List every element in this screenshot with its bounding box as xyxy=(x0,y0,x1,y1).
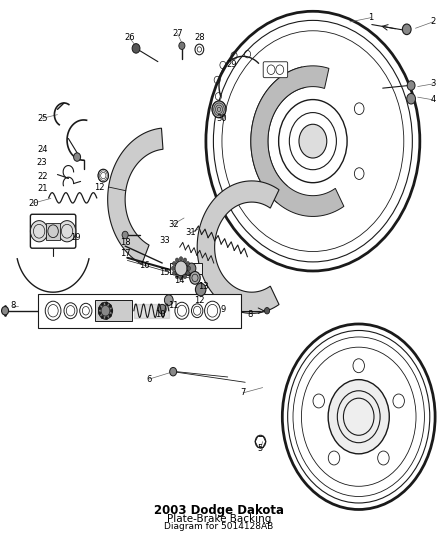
Circle shape xyxy=(403,24,411,35)
Text: 32: 32 xyxy=(168,220,178,229)
Text: 1: 1 xyxy=(368,13,374,22)
Text: 18: 18 xyxy=(120,238,131,247)
Circle shape xyxy=(179,257,183,261)
Text: 7: 7 xyxy=(240,389,246,398)
Circle shape xyxy=(101,303,104,306)
Circle shape xyxy=(175,261,187,276)
Circle shape xyxy=(105,302,108,305)
Circle shape xyxy=(173,271,176,275)
Text: 23: 23 xyxy=(37,158,47,167)
Text: 27: 27 xyxy=(172,29,183,38)
Circle shape xyxy=(74,153,81,161)
FancyBboxPatch shape xyxy=(30,214,76,248)
Text: 24: 24 xyxy=(37,144,47,154)
Text: 10: 10 xyxy=(155,310,165,319)
Circle shape xyxy=(183,274,187,279)
Bar xyxy=(46,223,60,240)
Circle shape xyxy=(407,93,416,104)
Circle shape xyxy=(99,306,101,310)
Circle shape xyxy=(132,44,140,53)
Circle shape xyxy=(212,101,226,118)
Circle shape xyxy=(99,302,113,319)
Text: 21: 21 xyxy=(37,184,47,193)
Circle shape xyxy=(407,80,415,90)
Bar xyxy=(170,263,202,273)
Polygon shape xyxy=(197,181,279,313)
Text: 8: 8 xyxy=(10,302,16,310)
Text: 31: 31 xyxy=(185,228,196,237)
Circle shape xyxy=(265,308,270,314)
Circle shape xyxy=(328,379,389,454)
Circle shape xyxy=(179,276,183,280)
Text: 22: 22 xyxy=(37,172,47,181)
Circle shape xyxy=(195,283,206,296)
Polygon shape xyxy=(251,66,344,216)
Circle shape xyxy=(2,306,9,315)
Text: 6: 6 xyxy=(146,375,152,384)
Circle shape xyxy=(158,304,166,314)
Text: 16: 16 xyxy=(139,261,150,270)
Circle shape xyxy=(164,295,173,305)
Text: 3: 3 xyxy=(430,79,436,88)
Text: 5: 5 xyxy=(258,444,263,453)
Text: 9: 9 xyxy=(221,305,226,313)
Text: 12: 12 xyxy=(94,183,104,192)
Text: 28: 28 xyxy=(194,33,205,42)
Circle shape xyxy=(173,262,176,265)
Bar xyxy=(38,294,241,328)
Circle shape xyxy=(187,266,191,270)
Circle shape xyxy=(179,42,185,50)
Circle shape xyxy=(99,312,101,315)
Text: 25: 25 xyxy=(37,114,47,123)
Polygon shape xyxy=(108,128,163,264)
Polygon shape xyxy=(251,67,305,203)
Text: 2: 2 xyxy=(430,18,435,27)
Text: 26: 26 xyxy=(124,33,135,42)
Circle shape xyxy=(186,262,190,265)
Circle shape xyxy=(171,266,175,270)
Text: 4: 4 xyxy=(430,95,435,104)
Text: Diagram for 5014128AB: Diagram for 5014128AB xyxy=(164,522,274,531)
Circle shape xyxy=(170,367,177,376)
Circle shape xyxy=(187,263,196,273)
Text: 29: 29 xyxy=(227,60,237,69)
Circle shape xyxy=(299,124,327,158)
Text: 15: 15 xyxy=(159,268,170,277)
Circle shape xyxy=(175,274,179,279)
Text: 33: 33 xyxy=(159,236,170,245)
FancyBboxPatch shape xyxy=(263,62,288,78)
Text: 12: 12 xyxy=(194,296,205,305)
Text: 11: 11 xyxy=(168,302,178,310)
Circle shape xyxy=(30,221,48,242)
Circle shape xyxy=(110,309,113,312)
Circle shape xyxy=(109,304,112,308)
Circle shape xyxy=(109,314,112,317)
Circle shape xyxy=(186,271,190,275)
Circle shape xyxy=(183,258,187,262)
Circle shape xyxy=(175,258,179,262)
Text: 8: 8 xyxy=(247,310,252,319)
Text: 20: 20 xyxy=(28,199,39,208)
Circle shape xyxy=(122,231,128,239)
Circle shape xyxy=(58,221,76,242)
Text: 2003 Dodge Dakota: 2003 Dodge Dakota xyxy=(154,504,284,517)
Text: 19: 19 xyxy=(70,233,80,242)
Circle shape xyxy=(190,271,200,284)
Circle shape xyxy=(105,317,108,320)
Text: 17: 17 xyxy=(120,249,131,258)
Text: 14: 14 xyxy=(174,276,185,285)
Text: 13: 13 xyxy=(198,282,209,292)
Text: 30: 30 xyxy=(216,114,226,123)
Bar xyxy=(95,300,132,321)
Circle shape xyxy=(101,316,104,319)
Text: Plate-Brake Backing: Plate-Brake Backing xyxy=(167,514,271,524)
